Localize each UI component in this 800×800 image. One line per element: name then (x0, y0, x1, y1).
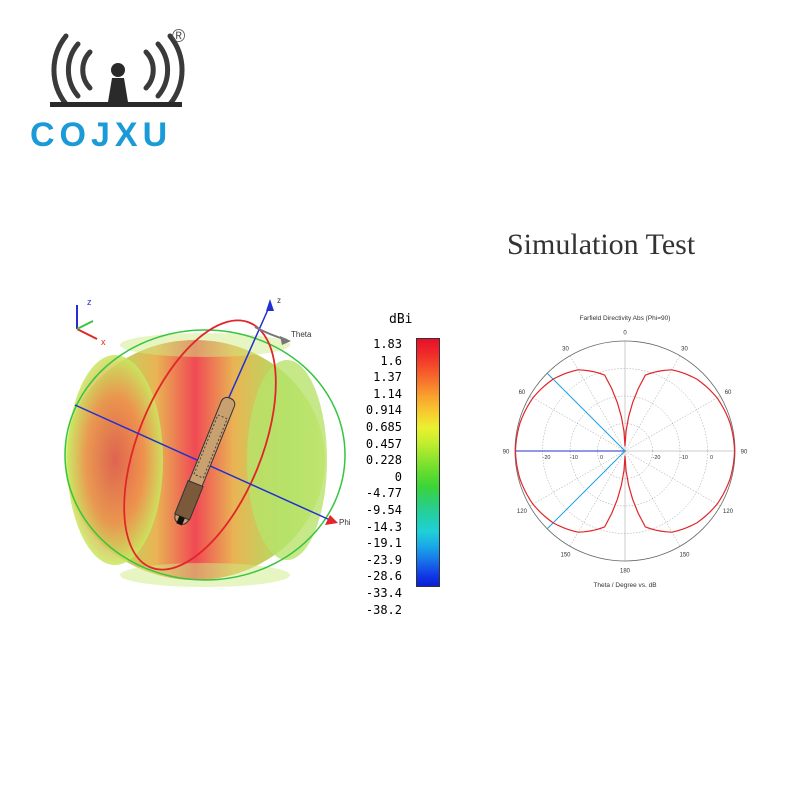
scale-tick: -23.9 (365, 552, 402, 567)
brand-name: COJXU (30, 116, 173, 154)
antenna-model (174, 396, 236, 526)
pattern-top-rim (120, 333, 290, 357)
polar-radial-tick: 0 (600, 455, 603, 461)
page-heading: Simulation Test (507, 228, 696, 261)
phi-label: Phi (339, 518, 351, 527)
scale-tick: -38.2 (365, 602, 402, 617)
polar-xlabel: Theta / Degree vs. dB (593, 582, 656, 589)
polar-spoke (569, 355, 626, 452)
beamwidth-line (546, 450, 626, 530)
registered-mark: ® (172, 26, 186, 46)
z-axis-label: z (277, 296, 281, 305)
polar-angle-tick: 30 (562, 346, 569, 352)
scale-tick: -14.3 (365, 519, 402, 534)
polar-radial-tick: -10 (570, 455, 578, 461)
polar-chart: Farfield Directivity Abs (Phi=90) 0 30 60 9… (500, 308, 750, 593)
polar-spoke (529, 395, 626, 452)
polar-angle-tick: 150 (560, 553, 571, 559)
triad-z-label: z (87, 297, 92, 307)
scale-tick: -4.77 (365, 486, 402, 501)
axis-triad: z x (76, 297, 106, 347)
polar-title: Farfield Directivity Abs (Phi=90) (580, 315, 671, 322)
polar-spoke (624, 450, 721, 507)
scale-tick: 1.37 (373, 370, 402, 385)
scale-tick: 0.914 (365, 403, 402, 418)
polar-spoke (569, 450, 626, 547)
polar-angle-tick: 60 (519, 390, 526, 396)
pattern-right-cap (247, 360, 327, 560)
polar-angle-tick: 180 (620, 569, 631, 575)
polar-radial-ticks: 0 -10 -20 -20 -10 0 (543, 455, 714, 461)
polar-angle-ticks: 0 30 60 90 120 150 180 150 120 90 60 30 (503, 331, 748, 575)
polar-spoke (624, 395, 721, 452)
scale-tick: 0 (394, 469, 402, 484)
scale-tick-labels: 1.83 1.6 1.37 1.14 0.914 0.685 0.457 0.2… (356, 336, 402, 618)
polar-angle-tick: 0 (623, 331, 627, 337)
polar-spoke (529, 450, 626, 507)
polar-angle-tick: 120 (723, 509, 734, 515)
polar-angle-tick: 90 (503, 450, 510, 456)
theta-arrow-icon (280, 336, 291, 345)
scale-tick: 1.14 (373, 386, 402, 401)
scale-tick: 1.83 (373, 337, 402, 351)
polar-markers (515, 372, 626, 530)
triad-x-label: x (101, 337, 106, 347)
directivity-curve (514, 369, 736, 533)
color-scale: dBi 1.83 1.6 1.37 1.14 0.914 0.685 0.457… (356, 308, 446, 617)
polar-spoke (624, 450, 681, 547)
reference-circle-green (64, 329, 346, 581)
polar-angle-tick: 150 (679, 553, 690, 559)
z-arrow-icon (266, 299, 274, 311)
scale-tick: -28.6 (365, 569, 402, 584)
polar-angle-tick: 30 (681, 346, 688, 352)
scale-tick: -9.54 (365, 502, 402, 517)
scale-tick: 0.228 (365, 453, 402, 468)
radiation-pattern-3d: z x Theta z Phi (55, 285, 365, 605)
theta-label: Theta (291, 330, 312, 339)
scale-tick: -19.1 (365, 536, 402, 551)
scale-unit: dBi (389, 312, 413, 327)
polar-angle-tick: 120 (517, 509, 528, 515)
polar-radial-tick: 0 (710, 455, 713, 461)
polar-radial-tick: -20 (653, 455, 661, 461)
polar-radial-tick: -10 (680, 455, 688, 461)
polar-radial-tick: -20 (543, 455, 551, 461)
scale-gradient-bar (416, 338, 440, 587)
phi-arrow-icon (325, 515, 338, 525)
scale-tick: 1.6 (380, 353, 402, 368)
reference-circle-red (123, 319, 277, 571)
polar-angle-tick: 90 (741, 450, 748, 456)
brand-logo (28, 28, 218, 158)
pattern-left-cap (67, 355, 163, 565)
polar-spoke (624, 355, 681, 452)
scale-tick: -33.4 (365, 585, 402, 600)
scale-tick: 0.685 (365, 419, 402, 434)
beamwidth-line (546, 372, 626, 452)
pattern-bottom-rim (120, 563, 290, 587)
antenna-signal-icon (50, 33, 185, 107)
polar-angle-tick: 60 (725, 390, 732, 396)
scale-tick: 0.457 (365, 436, 402, 451)
